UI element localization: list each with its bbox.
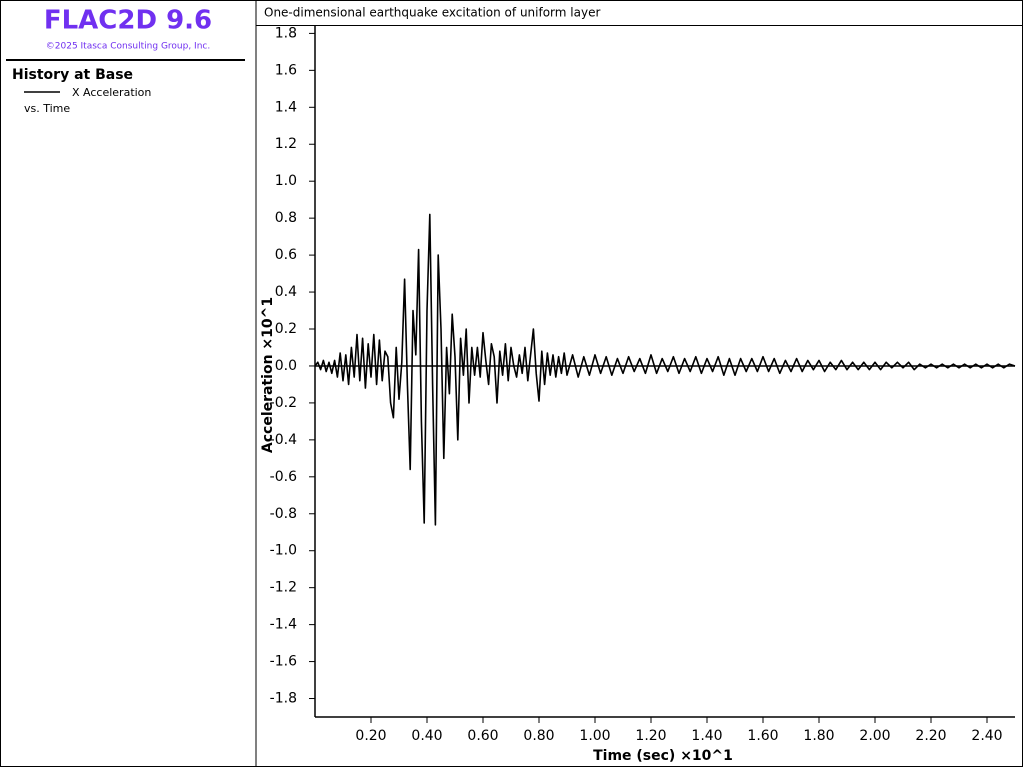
x-tick-label: 2.20 — [915, 728, 946, 744]
x-tick-label: 0.20 — [355, 728, 386, 744]
y-tick-label: 1.0 — [275, 173, 297, 189]
x-tick-label: 0.60 — [467, 728, 498, 744]
y-tick-label: -0.6 — [270, 469, 297, 485]
y-tick-label: -0.4 — [270, 432, 297, 448]
x-tick-label: 1.60 — [747, 728, 778, 744]
y-tick-label: 1.2 — [275, 136, 297, 152]
y-tick-label: 0.8 — [275, 210, 297, 226]
y-tick-label: 0.4 — [275, 284, 297, 300]
x-tick-label: 0.80 — [523, 728, 554, 744]
legend-title: History at Base — [12, 67, 133, 83]
x-tick-label: 1.40 — [691, 728, 722, 744]
y-tick-label: 1.8 — [275, 25, 297, 41]
y-tick-label: 0.0 — [275, 358, 297, 374]
y-tick-label: 1.6 — [275, 62, 297, 78]
x-tick-label: 1.80 — [803, 728, 834, 744]
y-tick-label: -1.4 — [270, 617, 297, 633]
app-title: FLAC2D 9.6 — [44, 6, 212, 36]
chart-title: One-dimensional earthquake excitation of… — [264, 6, 600, 20]
x-tick-label: 1.20 — [635, 728, 666, 744]
legend-label: X Acceleration — [72, 86, 151, 99]
y-axis-label: Acceleration ×10^1 — [260, 297, 276, 453]
x-axis-label: Time (sec) ×10^1 — [593, 748, 733, 764]
x-tick-label: 2.40 — [971, 728, 1002, 744]
y-tick-label: -1.6 — [270, 654, 297, 670]
copyright: ©2025 Itasca Consulting Group, Inc. — [46, 42, 210, 52]
legend-caption: vs. Time — [24, 102, 70, 115]
y-tick-label: -0.8 — [270, 506, 297, 522]
y-tick-label: 0.6 — [275, 247, 297, 263]
y-tick-label: -1.2 — [270, 580, 297, 596]
y-tick-label: 0.2 — [275, 321, 297, 337]
x-tick-label: 0.40 — [411, 728, 442, 744]
y-tick-label: -1.0 — [270, 543, 297, 559]
x-tick-label: 2.00 — [859, 728, 890, 744]
y-tick-label: 1.4 — [275, 99, 297, 115]
x-tick-label: 1.00 — [579, 728, 610, 744]
y-tick-label: -0.2 — [270, 395, 297, 411]
data-line — [314, 213, 1016, 526]
y-tick-label: -1.8 — [270, 691, 297, 707]
